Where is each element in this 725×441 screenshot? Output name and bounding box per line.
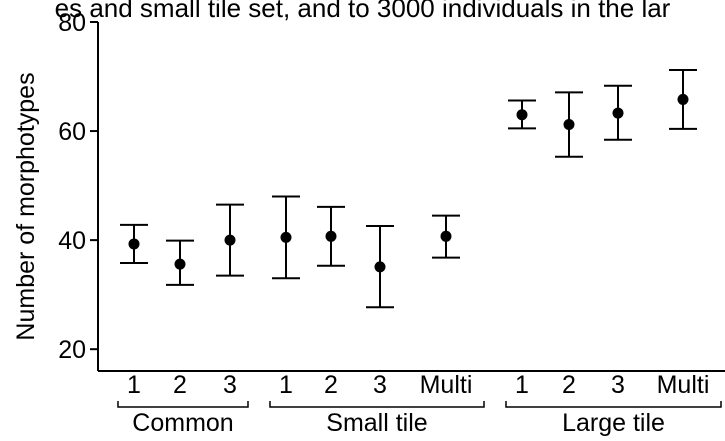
group-bracket	[505, 401, 722, 408]
mean-point	[280, 231, 292, 243]
x-tick-label: 1	[515, 371, 529, 399]
x-tick-label: 3	[223, 371, 237, 399]
x-tick-label: 2	[562, 371, 576, 399]
y-tick-label: 80	[58, 9, 86, 37]
mean-point	[174, 258, 186, 270]
x-groups: Common Small tile Large tile	[117, 401, 722, 437]
y-axis-label: Number of morphotypes	[12, 72, 40, 340]
y-tick-label: 40	[58, 227, 86, 255]
y-tick-label: 20	[58, 336, 86, 364]
mean-point	[224, 234, 236, 246]
x-ticks: 1 2 3 1 2 3 Multi 1 2 3 Multi	[127, 371, 709, 399]
mean-point	[563, 119, 575, 131]
y-tick-label: 60	[58, 118, 86, 146]
mean-point	[440, 230, 452, 242]
x-tick-label: 2	[324, 371, 338, 399]
x-tick-label: 1	[127, 371, 141, 399]
group-label: Common	[132, 409, 233, 437]
mean-point	[374, 261, 386, 273]
mean-point	[128, 238, 140, 250]
y-ticks: 20 40 60 80	[58, 9, 98, 364]
x-tick-label: 3	[373, 371, 387, 399]
x-tick-label: Multi	[420, 371, 473, 399]
group-bracket	[269, 401, 485, 408]
x-tick-label: Multi	[657, 371, 710, 399]
mean-point	[612, 107, 624, 119]
figure-caption-fragment: es and small tile set, and to 3000 indiv…	[54, 0, 671, 23]
x-tick-label: 2	[173, 371, 187, 399]
group-bracket	[117, 401, 249, 408]
x-tick-label: 3	[611, 371, 625, 399]
axes	[97, 22, 725, 372]
group-label: Small tile	[326, 409, 427, 437]
mean-point	[677, 93, 689, 105]
data-points	[120, 68, 697, 309]
x-tick-label: 1	[279, 371, 293, 399]
mean-point	[325, 230, 337, 242]
mean-point	[516, 109, 528, 121]
group-label: Large tile	[562, 409, 665, 437]
